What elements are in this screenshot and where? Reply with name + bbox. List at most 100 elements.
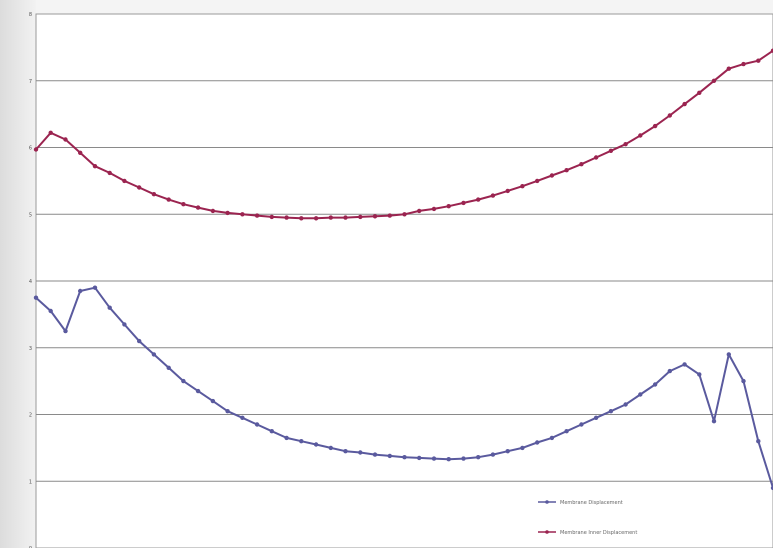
- data-point: [299, 216, 304, 221]
- y-tick-label: 5: [29, 212, 32, 218]
- data-point: [254, 213, 260, 218]
- y-tick-label: 0: [29, 546, 32, 548]
- data-point: [697, 372, 702, 377]
- data-point: [741, 378, 746, 384]
- data-point: [431, 206, 437, 212]
- data-point: [33, 295, 39, 300]
- data-point: [711, 78, 717, 84]
- y-tick-label: 4: [29, 279, 32, 285]
- y-tick-label: 1: [29, 479, 32, 485]
- data-point: [63, 137, 68, 142]
- data-point: [210, 398, 216, 404]
- data-point: [505, 449, 510, 454]
- data-point: [667, 113, 672, 118]
- data-point: [151, 192, 157, 197]
- data-point: [402, 212, 407, 217]
- data-point: [579, 422, 584, 427]
- data-point: [593, 155, 599, 160]
- left-margin-shade: [0, 0, 36, 548]
- data-point: [446, 204, 451, 209]
- data-point: [461, 456, 466, 461]
- data-point: [372, 452, 378, 457]
- data-point: [151, 352, 157, 357]
- data-point: [535, 440, 540, 445]
- data-point: [520, 445, 525, 451]
- data-point: [181, 202, 186, 207]
- legend-label: Membrane Inner Displacement: [560, 530, 637, 536]
- data-point: [490, 193, 496, 198]
- data-point: [505, 188, 510, 194]
- data-point: [225, 409, 230, 414]
- data-point: [535, 178, 540, 184]
- data-point: [638, 392, 643, 397]
- y-tick-label: 8: [29, 12, 32, 18]
- data-point: [33, 147, 39, 152]
- data-point: [387, 213, 392, 218]
- legend: Membrane Displacement Membrane Inner Disp…: [538, 500, 637, 536]
- data-point: [166, 197, 171, 202]
- data-point: [122, 322, 127, 327]
- legend-marker: [545, 500, 549, 504]
- data-point: [63, 328, 68, 334]
- data-point: [137, 338, 142, 344]
- data-point: [756, 439, 761, 444]
- y-tick-label: 3: [29, 346, 32, 352]
- data-point: [92, 285, 98, 290]
- data-point: [269, 214, 274, 220]
- data-point: [313, 216, 319, 221]
- data-point: [402, 455, 407, 460]
- data-point: [608, 409, 614, 414]
- data-point: [122, 178, 127, 184]
- data-point: [107, 170, 112, 176]
- data-point: [726, 66, 731, 71]
- data-point: [358, 450, 363, 455]
- data-point: [313, 442, 319, 447]
- y-axis-ticks: 0 1 2 3 4 5 6 7 8: [29, 12, 32, 548]
- data-point: [181, 378, 186, 384]
- data-point: [240, 415, 245, 420]
- data-point: [48, 130, 53, 135]
- data-point: [623, 402, 628, 407]
- y-tick-label: 2: [29, 413, 32, 419]
- data-point: [78, 288, 83, 294]
- data-point: [372, 214, 378, 219]
- data-point: [48, 308, 53, 314]
- data-point: [195, 388, 201, 394]
- data-point: [667, 368, 672, 374]
- data-point: [417, 455, 422, 461]
- data-point: [623, 142, 628, 147]
- data-point: [490, 452, 496, 457]
- legend-marker: [545, 530, 549, 534]
- data-point: [549, 435, 555, 441]
- data-point: [741, 61, 746, 67]
- data-point: [417, 208, 422, 214]
- data-point: [195, 205, 201, 210]
- legend-label: Membrane Displacement: [560, 500, 623, 506]
- data-point: [564, 168, 569, 173]
- data-point: [387, 453, 392, 459]
- data-point: [299, 439, 304, 444]
- y-tick-label: 7: [29, 79, 32, 85]
- data-point: [254, 422, 260, 427]
- data-point: [711, 419, 717, 424]
- data-point: [682, 362, 687, 367]
- data-point: [92, 164, 98, 169]
- data-point: [107, 305, 112, 310]
- data-point: [284, 215, 289, 220]
- data-point: [343, 449, 348, 454]
- data-point: [579, 162, 584, 167]
- data-point: [638, 133, 643, 138]
- data-point: [697, 90, 702, 96]
- data-point: [549, 173, 555, 178]
- data-point: [726, 352, 731, 357]
- data-point: [431, 456, 437, 461]
- data-point: [358, 214, 363, 220]
- y-tick-label: 6: [29, 146, 32, 152]
- data-point: [446, 457, 451, 462]
- data-point: [652, 123, 658, 129]
- data-point: [476, 197, 481, 202]
- data-point: [328, 445, 333, 451]
- data-point: [78, 150, 83, 155]
- data-point: [520, 184, 525, 189]
